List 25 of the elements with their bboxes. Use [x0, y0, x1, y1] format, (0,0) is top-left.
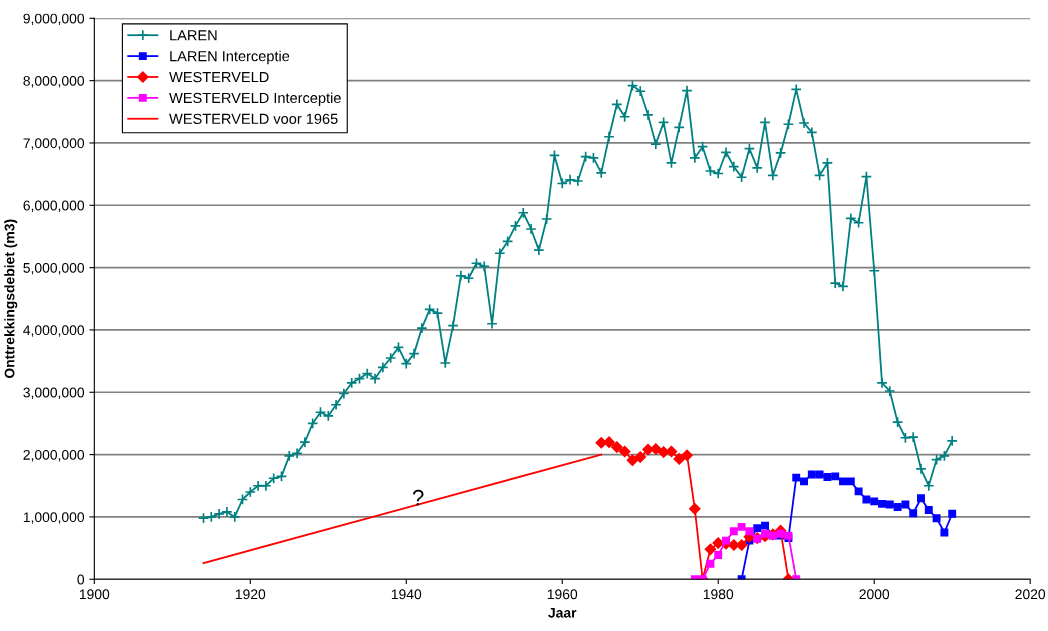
y-tick-label: 5,000,000	[23, 262, 85, 275]
x-tick-label: 1920	[235, 589, 266, 600]
x-tick-label: 1960	[547, 589, 578, 600]
y-tick-label: 7,000,000	[23, 138, 85, 150]
y-tick-label: 1,000,000	[23, 512, 85, 524]
y-tick-label: 9,000,000	[23, 13, 85, 26]
legend-label: WESTERVELD voor 1965	[169, 113, 338, 124]
legend-label: WESTERVELD	[169, 71, 269, 83]
x-axis-title: Jaar	[548, 607, 577, 618]
legend-label: WESTERVELD Interceptie	[169, 92, 341, 106]
y-tick-label: 6,000,000	[23, 200, 85, 213]
annotation: ?	[412, 489, 424, 506]
x-tick-label: 1980	[703, 589, 734, 600]
x-tick-label: 2020	[1015, 589, 1046, 600]
legend-label: LAREN	[170, 30, 217, 41]
y-tick-label: 3,000,000	[23, 387, 85, 400]
legend-label: LAREN Interceptie	[170, 50, 290, 65]
y-tick-label: 0	[77, 574, 85, 585]
y-tick-label: 2,000,000	[23, 449, 85, 462]
x-tick-label: 1900	[79, 589, 110, 600]
y-tick-label: 8,000,000	[23, 75, 85, 88]
y-axis-title: Onttrekkingsdebiet (m3)	[4, 219, 18, 379]
x-tick-label: 1940	[391, 589, 422, 600]
x-tick-label: 2000	[859, 589, 890, 600]
y-tick-label: 4,000,000	[23, 325, 85, 337]
